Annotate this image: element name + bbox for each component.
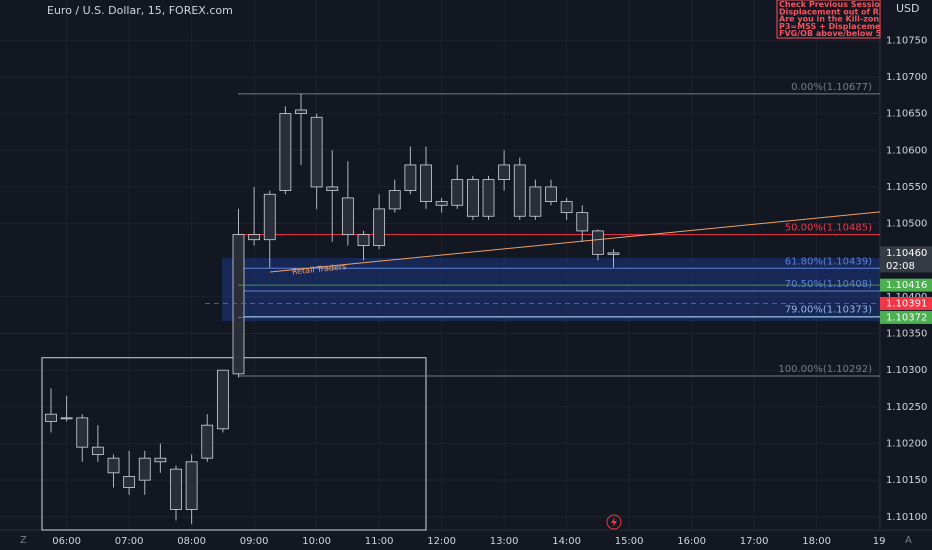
- candle-body: [373, 208, 386, 246]
- fib-label: 0.00%(1.10677): [791, 82, 872, 93]
- fib-label: 79.00%(1.10373): [785, 305, 872, 316]
- x-tick-label: 08:00: [177, 536, 206, 547]
- candle-body: [60, 417, 73, 420]
- y-tick-label: 1.10150: [886, 475, 927, 486]
- candle-body: [357, 234, 370, 246]
- candle-body: [201, 424, 214, 459]
- candle-body: [576, 212, 589, 232]
- x-tick-label: 17:00: [740, 536, 769, 547]
- y-tick-label: 1.10250: [886, 402, 927, 413]
- x-tick-label: 10:00: [302, 536, 331, 547]
- note-box: [776, 0, 881, 39]
- y-tick-label: 1.10600: [886, 145, 927, 156]
- candle-body: [45, 413, 57, 422]
- candle-body: [498, 164, 511, 180]
- y-tick-label: 1.10650: [886, 109, 927, 120]
- price-tag: [880, 310, 932, 324]
- candle-body: [326, 186, 339, 191]
- candle-body: [123, 476, 136, 488]
- candle-body: [529, 186, 542, 217]
- timezone-button[interactable]: Z: [20, 535, 27, 546]
- fib-label: 70.50%(1.10408): [785, 279, 872, 290]
- candle-body: [248, 234, 261, 241]
- price-tag-label: 1.10460: [886, 248, 927, 259]
- y-tick-label: 1.10550: [886, 182, 927, 193]
- candle-body: [404, 164, 417, 191]
- candle-body: [295, 109, 307, 115]
- x-tick-label: 14:00: [552, 536, 581, 547]
- candle-body: [279, 113, 292, 191]
- price-tag: [880, 296, 932, 310]
- alert-icon-bolt: [611, 517, 617, 527]
- x-tick-label: 09:00: [240, 536, 269, 547]
- y-tick-label: 1.10350: [886, 329, 927, 340]
- candle-body: [341, 197, 354, 235]
- x-tick-label: 07:00: [115, 536, 144, 547]
- currency: USD: [896, 2, 920, 15]
- price-tag-label: 1.10391: [886, 298, 927, 309]
- candle-body: [545, 186, 557, 202]
- price-tag: [880, 246, 932, 260]
- candle-body: [451, 179, 464, 206]
- x-tick-label: 11:00: [365, 536, 394, 547]
- note-line: Displacement out of Rang: [779, 7, 896, 16]
- fib-label: 100.00%(1.10292): [778, 364, 872, 375]
- candle-body: [310, 116, 323, 188]
- fib-label: 61.80%(1.10439): [785, 256, 872, 267]
- candle-body: [263, 193, 276, 241]
- price-tag-label: 1.10372: [886, 312, 927, 323]
- candle-body: [232, 234, 245, 375]
- auto-scale-button[interactable]: A: [905, 535, 912, 546]
- y-tick-label: 1.10100: [886, 512, 927, 523]
- candle-body: [466, 179, 479, 217]
- candle-body: [513, 164, 526, 217]
- candle-body: [76, 417, 89, 448]
- x-tick-label: 16:00: [677, 536, 706, 547]
- chart-title: Euro / U.S. Dollar, 15, FOREX.com: [47, 4, 233, 17]
- y-tick-label: 1.10700: [886, 72, 927, 83]
- fib-label: 50.00%(1.10485): [785, 223, 872, 234]
- candle-body: [420, 164, 432, 202]
- candle-body: [107, 457, 120, 474]
- trendline: [269, 211, 881, 273]
- alert-icon[interactable]: [606, 514, 622, 530]
- candle-body: [388, 190, 401, 210]
- note-line: Check Previous Session's: [779, 0, 893, 9]
- candle-body: [185, 461, 198, 510]
- x-tick-label: 18:00: [802, 536, 831, 547]
- x-tick-label: 06:00: [52, 536, 81, 547]
- candle-body: [560, 201, 573, 213]
- x-tick-label: 13:00: [490, 536, 519, 547]
- candle-body: [170, 468, 182, 510]
- y-tick-label: 1.10750: [886, 35, 927, 46]
- candle-body: [482, 179, 495, 217]
- candle-body: [435, 201, 448, 206]
- price-tag-label: 1.10416: [886, 280, 927, 291]
- note-line: P3=MSS + Displacement: [779, 22, 890, 31]
- price-tag: [880, 278, 932, 292]
- y-tick-label: 1.10500: [886, 219, 927, 230]
- candle-body: [607, 252, 620, 255]
- candle-body: [154, 457, 167, 463]
- y-tick-label: 1.10200: [886, 438, 927, 449]
- note-line: Are you in the Kill-zone?: [779, 15, 890, 24]
- y-tick-label: 1.10300: [886, 365, 927, 376]
- candle-body: [91, 446, 104, 455]
- candle-body: [591, 230, 604, 255]
- note-line: FVG/OB above/below 50%: [779, 29, 895, 38]
- countdown-bg: [880, 259, 932, 273]
- x-tick-label: 19: [873, 536, 886, 547]
- x-tick-label: 12:00: [427, 536, 456, 547]
- candle-body: [138, 457, 151, 481]
- countdown: 02:08: [886, 261, 915, 272]
- x-tick-label: 15:00: [615, 536, 644, 547]
- candle-body: [216, 369, 229, 430]
